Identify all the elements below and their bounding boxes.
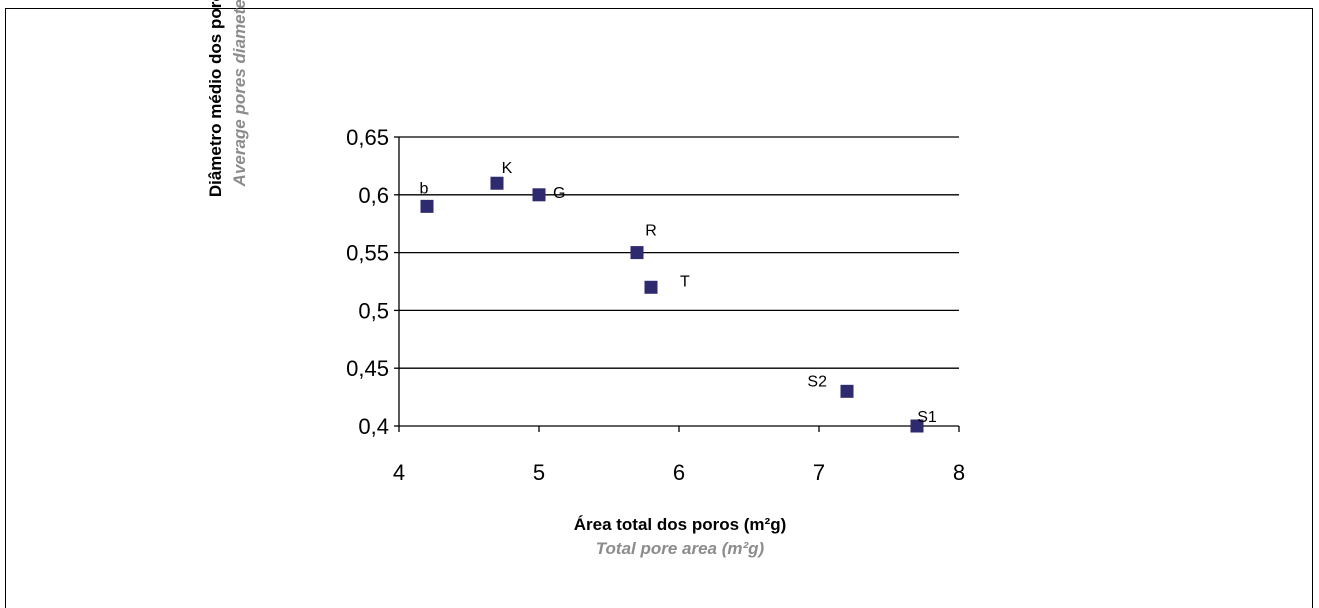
chart-frame xyxy=(5,8,1313,608)
data-point-b xyxy=(420,199,434,213)
gridlines xyxy=(399,136,959,369)
x-axis-subtitle: Total pore area (m²g) xyxy=(595,539,765,558)
scatter-plot: 0,4 0,45 0,5 0,55 0,6 0,65 4 5 6 7 8 b K G R T S2 S1 xyxy=(346,125,965,485)
data-label-G: G xyxy=(553,185,565,202)
x-axis-title: Área total dos poros (m²g) xyxy=(573,515,787,534)
data-label-R: R xyxy=(645,223,657,240)
data-point-K xyxy=(490,176,504,190)
data-point-R xyxy=(630,246,644,260)
data-point-S1 xyxy=(910,419,924,433)
x-tick-label-4: 8 xyxy=(953,460,965,485)
y-tick-label-4: 0,6 xyxy=(358,183,389,208)
x-tick-label-2: 6 xyxy=(673,460,685,485)
y-tick-label-3: 0,55 xyxy=(346,241,389,266)
data-point-G xyxy=(532,188,546,202)
x-tick-label-1: 5 xyxy=(533,460,545,485)
y-tick-label-0: 0,4 xyxy=(358,414,389,439)
y-tick-label-1: 0,45 xyxy=(346,356,389,381)
x-tick-label-3: 7 xyxy=(813,460,825,485)
data-label-S1: S1 xyxy=(917,409,937,426)
y-tick-label-5: 0,65 xyxy=(346,125,389,150)
data-label-K: K xyxy=(502,160,513,177)
y-axis-title: Diâmetro médio dos poros (µm) xyxy=(206,0,225,198)
y-tick-label-2: 0,5 xyxy=(358,298,389,323)
data-points: b K G R T S2 S1 xyxy=(420,160,937,433)
y-axis-subtitle: Average pores diameter (µm) xyxy=(230,0,249,187)
data-label-b: b xyxy=(420,180,429,197)
x-tick-label-0: 4 xyxy=(393,460,405,485)
tick-labels: 0,4 0,45 0,5 0,55 0,6 0,65 4 5 6 7 8 xyxy=(346,125,965,485)
axes xyxy=(394,136,960,432)
data-point-T xyxy=(644,280,658,294)
data-point-S2 xyxy=(840,384,854,398)
data-label-T: T xyxy=(680,273,690,290)
data-label-S2: S2 xyxy=(807,373,827,390)
